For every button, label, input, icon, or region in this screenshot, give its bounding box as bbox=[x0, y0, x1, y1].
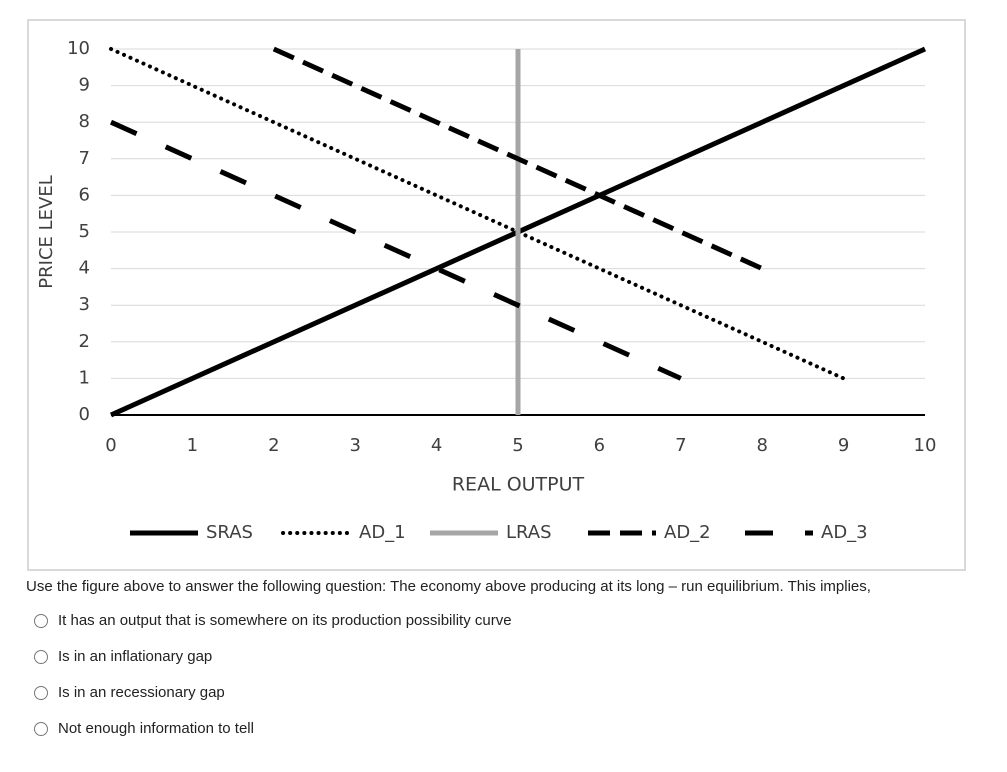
y-tick-label: 8 bbox=[79, 111, 90, 132]
y-tick-label: 0 bbox=[79, 404, 90, 425]
option-label[interactable]: Is in an recessionary gap bbox=[58, 684, 225, 701]
x-tick-label: 1 bbox=[187, 435, 198, 456]
x-tick-label: 9 bbox=[838, 435, 849, 456]
y-axis-title: PRICE LEVEL bbox=[36, 175, 57, 288]
x-tick-label: 5 bbox=[512, 435, 523, 456]
radio-button[interactable] bbox=[34, 721, 48, 736]
option[interactable]: Is in an inflationary gap bbox=[34, 648, 212, 665]
legend-label: AD_3 bbox=[821, 522, 868, 543]
y-tick-label: 4 bbox=[79, 258, 90, 279]
legend-label: AD_1 bbox=[359, 522, 406, 543]
radio-button[interactable] bbox=[34, 685, 48, 700]
x-tick-label: 2 bbox=[268, 435, 279, 456]
y-tick-label: 5 bbox=[79, 221, 90, 242]
x-tick-label: 7 bbox=[675, 435, 686, 456]
y-tick-label: 1 bbox=[79, 367, 90, 388]
x-tick-label: 0 bbox=[105, 435, 116, 456]
radio-button[interactable] bbox=[34, 613, 48, 628]
x-tick-label: 4 bbox=[431, 435, 442, 456]
legend-label: AD_2 bbox=[664, 522, 711, 543]
y-tick-label: 9 bbox=[79, 75, 90, 96]
y-tick-label: 10 bbox=[67, 38, 90, 59]
option-label[interactable]: Not enough information to tell bbox=[58, 720, 254, 737]
radio-button[interactable] bbox=[34, 649, 48, 664]
series-line bbox=[109, 119, 682, 381]
x-tick-label: 3 bbox=[349, 435, 360, 456]
y-tick-label: 3 bbox=[79, 294, 90, 315]
x-tick-label: 10 bbox=[914, 435, 937, 456]
series-line bbox=[109, 47, 846, 381]
x-axis-title: REAL OUTPUT bbox=[452, 474, 585, 496]
legend-label: LRAS bbox=[506, 522, 552, 543]
option[interactable]: Is in an recessionary gap bbox=[34, 684, 225, 701]
option[interactable]: Not enough information to tell bbox=[34, 720, 254, 737]
chart: PRICE LEVEL REAL OUTPUT 0 1 2 3 4 5 6 7 8 9 10 0 1 2 3… bbox=[27, 19, 966, 571]
y-tick-label: 7 bbox=[79, 148, 90, 169]
x-tick-label: 6 bbox=[594, 435, 605, 456]
y-tick-label: 6 bbox=[79, 184, 90, 205]
option-label[interactable]: It has an output that is somewhere on it… bbox=[58, 612, 512, 629]
y-tick-label: 2 bbox=[79, 331, 90, 352]
option-label[interactable]: Is in an inflationary gap bbox=[58, 648, 213, 665]
question-prompt: Use the figure above to answer the follo… bbox=[26, 578, 871, 595]
option[interactable]: It has an output that is somewhere on it… bbox=[34, 612, 512, 629]
legend-label: SRAS bbox=[206, 522, 253, 543]
x-tick-label: 8 bbox=[756, 435, 767, 456]
series-line bbox=[272, 46, 764, 271]
